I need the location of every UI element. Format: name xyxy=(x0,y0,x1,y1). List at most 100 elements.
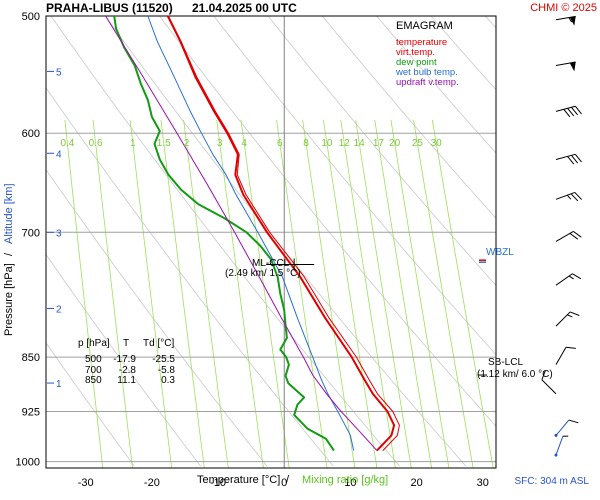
dry-adiabat xyxy=(485,16,496,29)
mixing-ratio-label: 20 xyxy=(389,138,401,149)
barb-full xyxy=(573,230,582,238)
legend-title: EMAGRAM xyxy=(396,20,453,32)
sfc-label: SFC: 304 m ASL xyxy=(515,476,590,487)
dry-adiabat xyxy=(46,87,334,467)
table-cell: 700 xyxy=(85,365,102,376)
wind-barb xyxy=(554,419,579,437)
barb-pennant xyxy=(569,16,576,26)
mixing-ratio-label: 10 xyxy=(321,138,333,149)
ml-ccl-label: ML-CCL xyxy=(252,258,290,269)
barb-staff xyxy=(555,191,575,200)
table-cell: -17.9 xyxy=(113,354,136,365)
dry-adiabat xyxy=(50,16,400,467)
barb-half xyxy=(567,314,573,318)
pressure-tick-label: 1000 xyxy=(16,457,40,469)
dry-adiabat xyxy=(267,16,496,287)
mixing-ratio-label: 1 xyxy=(130,138,136,149)
pressure-tick-label: 500 xyxy=(22,11,40,23)
barb-station-dot xyxy=(554,433,558,437)
label-layer: 0.4 0.6 1 1.5 2 3 4 6 8 10 12 14 17 20 25 3050060070085… xyxy=(16,11,489,489)
level-table: p [hPa] T Td [°C] 500 -17.9 -25.5 700 -2… xyxy=(78,338,175,386)
barb-half xyxy=(568,17,573,23)
ml-ccl-sublabel: (2.49 km/ 1.5 °C) xyxy=(225,268,301,279)
legend-item-dew-point: dew point xyxy=(396,57,437,68)
wbzl-label: WBZL xyxy=(486,247,514,258)
dry-adiabat xyxy=(159,16,496,427)
mixing-ratio-label: 14 xyxy=(354,138,366,149)
dry-adiabat xyxy=(322,16,496,219)
mixing-ratio-line xyxy=(390,119,450,468)
barb-staff xyxy=(555,273,573,286)
pressure-tick-label: 600 xyxy=(22,128,40,140)
y-axis-title: Pressure [hPa] / Altitude [km] xyxy=(3,183,15,336)
sb-lcl-sublabel: (1.12 km/ 6.0 °C) xyxy=(477,369,553,380)
mixing-ratio-line xyxy=(302,119,356,468)
x-axis-separator: / xyxy=(286,474,290,486)
altitude-tick-label: 5 xyxy=(56,67,62,78)
table-cell: 0.3 xyxy=(161,375,175,386)
table-cell: -25.5 xyxy=(152,354,175,365)
pressure-tick-label: 925 xyxy=(22,406,40,418)
barb-full xyxy=(574,192,582,200)
barb-full xyxy=(574,154,582,163)
barb-half xyxy=(562,435,569,437)
dry-adiabat xyxy=(594,16,600,466)
barb-staff xyxy=(555,61,576,66)
series-line-dew-point xyxy=(113,15,335,452)
x-axis-label-2: Mixing ratio [g/kg] xyxy=(302,474,388,486)
dry-adiabat xyxy=(46,253,201,467)
series-line-virt-temp xyxy=(167,15,400,451)
mixing-ratio-line xyxy=(92,119,133,468)
pressure-tick-label: 700 xyxy=(22,227,40,239)
mixing-ratio-line xyxy=(160,119,205,468)
credit-text: CHMI © 2025 xyxy=(530,2,597,14)
barb-full xyxy=(571,155,579,164)
altitude-tick-label: 2 xyxy=(56,304,62,315)
barb-station-dot xyxy=(554,453,558,457)
barb-full xyxy=(567,107,575,117)
sb-lcl-annotation: SB-LCL (1.12 km/ 6.0 °C) xyxy=(477,357,553,380)
wind-barb xyxy=(555,191,582,202)
wind-barb xyxy=(555,61,576,72)
wind-barb xyxy=(555,346,576,365)
grid-layer xyxy=(45,15,600,469)
mixing-ratio-line xyxy=(323,119,378,468)
barb-staff xyxy=(555,105,576,112)
temperature-tick-label: 30 xyxy=(477,477,489,489)
barb-full xyxy=(572,273,582,280)
legend-item-temperature: temperature xyxy=(396,37,447,48)
mixing-ratio-line xyxy=(355,119,412,468)
dry-adiabat xyxy=(46,342,135,467)
wind-barb xyxy=(555,311,580,327)
mixing-ratio-label: 0.6 xyxy=(89,138,103,149)
mixing-ratio-label: 3 xyxy=(217,138,223,149)
mixing-ratio-label: 0.4 xyxy=(60,138,74,149)
wind-barb xyxy=(555,230,582,242)
temperature-tick-label: -30 xyxy=(78,477,94,489)
mixing-ratio-line xyxy=(340,119,396,468)
dry-adiabat xyxy=(540,16,600,466)
table-header-td: Td [°C] xyxy=(143,338,174,349)
legend: EMAGRAM temperature virt.temp. dew point… xyxy=(395,20,459,88)
wind-barb xyxy=(555,153,582,165)
barb-full xyxy=(568,419,579,424)
barb-staff xyxy=(555,230,574,242)
barb-full xyxy=(574,105,582,115)
table-cell: -2.8 xyxy=(119,365,137,376)
barb-staff xyxy=(555,419,570,436)
sb-lcl-label: SB-LCL xyxy=(488,357,523,368)
barb-full xyxy=(541,370,546,380)
legend-item-updraft: updraft v.temp. xyxy=(396,77,459,88)
series-line-wet-bulb-temp xyxy=(147,15,355,451)
barb-staff xyxy=(555,311,571,327)
barb-half xyxy=(568,275,574,280)
legend-item-virt-temp: virt.temp. xyxy=(396,47,435,58)
barb-full xyxy=(569,232,579,240)
mixing-ratio-line xyxy=(413,119,474,468)
mixing-ratio-label: 12 xyxy=(339,138,351,149)
temperature-tick-label: -10 xyxy=(210,477,226,489)
series-line-temperature xyxy=(166,15,396,452)
mixing-ratio-line xyxy=(129,119,173,468)
